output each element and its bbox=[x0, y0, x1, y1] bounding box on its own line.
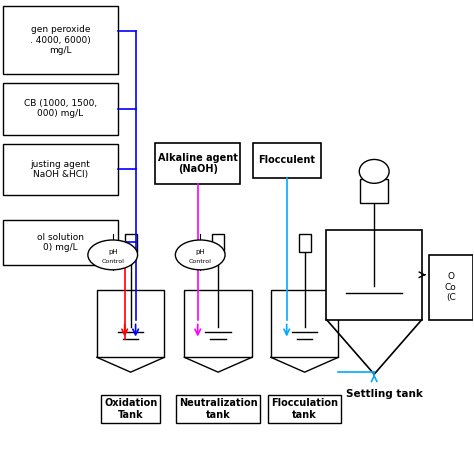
Ellipse shape bbox=[88, 240, 137, 270]
Bar bbox=[184, 290, 252, 357]
Text: Flocculent: Flocculent bbox=[258, 155, 315, 165]
Ellipse shape bbox=[175, 240, 225, 270]
Bar bbox=[253, 143, 320, 178]
Text: Flocculation
tank: Flocculation tank bbox=[271, 398, 338, 420]
Text: Alkaline agent
(NaOH): Alkaline agent (NaOH) bbox=[158, 153, 237, 174]
Bar bbox=[360, 179, 388, 203]
Text: Control: Control bbox=[101, 259, 124, 264]
Bar bbox=[3, 144, 118, 195]
Bar bbox=[429, 255, 473, 319]
Bar bbox=[3, 83, 118, 135]
Bar bbox=[299, 234, 310, 252]
Text: pH: pH bbox=[108, 249, 118, 255]
Bar bbox=[327, 230, 422, 319]
Text: pH: pH bbox=[195, 249, 205, 255]
Text: gen peroxide
. 4000, 6000)
mg/L: gen peroxide . 4000, 6000) mg/L bbox=[30, 25, 91, 55]
Bar bbox=[125, 234, 137, 252]
Bar bbox=[271, 290, 338, 357]
Ellipse shape bbox=[359, 159, 389, 183]
Text: justing agent
NaOH &HCl): justing agent NaOH &HCl) bbox=[31, 160, 91, 179]
Text: Control: Control bbox=[189, 259, 212, 264]
Bar bbox=[3, 6, 118, 74]
Text: O
Co
(C: O Co (C bbox=[445, 272, 456, 302]
Text: Oxidation
Tank: Oxidation Tank bbox=[104, 398, 157, 420]
Bar bbox=[155, 143, 240, 184]
Bar bbox=[212, 234, 224, 252]
Text: ol solution
0) mg/L: ol solution 0) mg/L bbox=[37, 233, 84, 252]
Text: CB (1000, 1500,
000) mg/L: CB (1000, 1500, 000) mg/L bbox=[24, 99, 97, 118]
Bar bbox=[3, 220, 118, 265]
Bar bbox=[97, 290, 164, 357]
Text: Settling tank: Settling tank bbox=[346, 389, 422, 399]
Text: Neutralization
tank: Neutralization tank bbox=[179, 398, 257, 420]
